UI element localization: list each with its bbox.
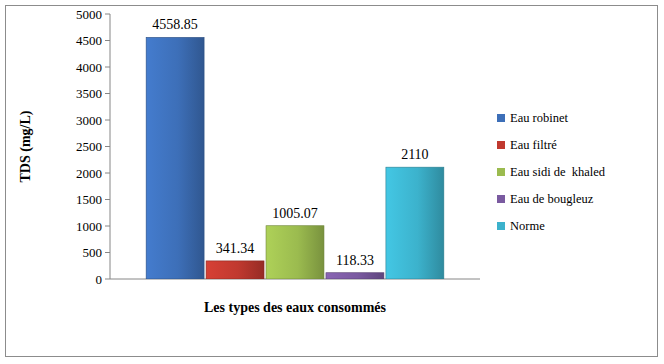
data-label: 118.33	[336, 253, 374, 268]
y-tick-label: 1000	[76, 219, 102, 234]
y-tick	[105, 279, 110, 280]
bar	[386, 167, 444, 279]
bar	[146, 37, 204, 279]
data-label: 341.34	[216, 241, 255, 256]
y-tick	[105, 14, 110, 15]
y-tick	[105, 199, 110, 200]
y-tick	[105, 252, 110, 253]
y-tick	[105, 146, 110, 147]
y-tick	[105, 120, 110, 121]
chart: 0 500 1000 1500 2000 2500 3000 3500 4000 4500 5000…	[0, 0, 664, 364]
bar	[206, 261, 264, 279]
legend-swatch	[497, 141, 505, 149]
y-axis: 0 500 1000 1500 2000 2500 3000 3500 4000 4500 5000	[76, 7, 110, 287]
y-tick-label: 4500	[76, 33, 102, 48]
legend-label: Eau sidi de khaled	[510, 165, 606, 179]
data-label: 4558.85	[152, 17, 198, 32]
y-tick-label: 500	[83, 245, 103, 260]
y-tick-label: 4000	[76, 60, 102, 75]
legend-swatch	[497, 114, 505, 122]
legend-swatch	[497, 168, 505, 176]
bar	[266, 226, 324, 279]
legend-swatch	[497, 222, 505, 230]
y-tick-label: 2000	[76, 166, 102, 181]
bars	[146, 37, 444, 279]
data-label: 2110	[401, 147, 428, 162]
y-axis-line	[110, 14, 111, 279]
data-label: 1005.07	[272, 206, 318, 221]
y-tick	[105, 93, 110, 94]
legend-label: Eau de bougleuz	[510, 192, 594, 206]
y-tick-label: 2500	[76, 139, 102, 154]
bar	[326, 273, 384, 279]
x-axis-title: Les types des eaux consommés	[204, 300, 387, 315]
legend-swatch	[497, 195, 505, 203]
y-tick	[105, 173, 110, 174]
y-tick-label: 3000	[76, 113, 102, 128]
data-labels: 4558.85 341.34 1005.07 118.33 2110	[152, 17, 428, 267]
y-tick-label: 0	[96, 272, 103, 287]
y-axis-title: TDS (mg/L)	[18, 110, 34, 182]
legend-label: Eau robinet	[510, 111, 568, 125]
y-tick-label: 5000	[76, 7, 102, 22]
y-tick	[105, 40, 110, 41]
chart-frame	[6, 6, 658, 357]
y-tick-label: 3500	[76, 86, 102, 101]
y-tick	[105, 67, 110, 68]
legend-label: Norme	[510, 219, 545, 233]
legend: Eau robinet Eau filtré Eau sidi de khaled E…	[497, 111, 606, 233]
legend-label: Eau filtré	[510, 138, 557, 152]
y-tick-label: 1500	[76, 192, 102, 207]
y-tick	[105, 226, 110, 227]
